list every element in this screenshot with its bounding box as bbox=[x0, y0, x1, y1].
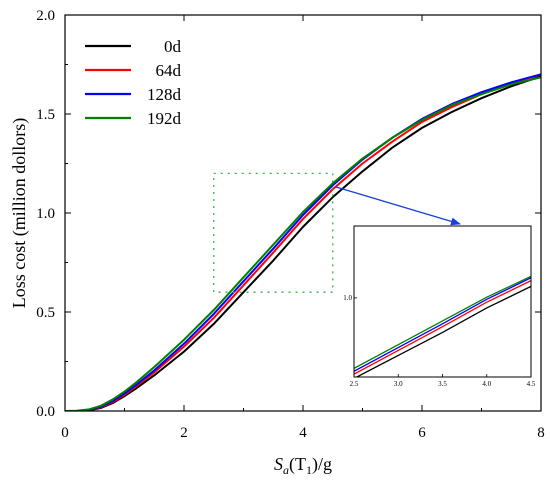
main-plot-lines bbox=[65, 73, 541, 411]
legend-label-128d: 128d bbox=[147, 85, 182, 104]
y-tick-label: 2.0 bbox=[36, 8, 55, 24]
inset-x-tick-label: 3.5 bbox=[438, 380, 447, 388]
inset-series-line-64d bbox=[354, 279, 531, 375]
inset-y-tick-label: 1.0 bbox=[343, 294, 352, 302]
inset-series-line-192d bbox=[354, 275, 531, 370]
inset-x-tick-label: 4.0 bbox=[482, 380, 491, 388]
y-tick-label: 1.5 bbox=[36, 107, 55, 123]
x-tick-label: 6 bbox=[418, 425, 426, 441]
zoom-callout-arrow bbox=[335, 186, 461, 226]
x-tick-label: 2 bbox=[180, 425, 188, 441]
inset-x-tick-label: 4.5 bbox=[527, 380, 536, 388]
legend: 0d 64d 128d 192d bbox=[85, 37, 182, 128]
legend-label-64d: 64d bbox=[156, 61, 182, 80]
y-tick-label: 0.5 bbox=[36, 305, 55, 321]
zoom-region-box bbox=[213, 172, 334, 293]
x-axis-title: Sa(T1)/g bbox=[274, 454, 332, 477]
x-tick-label: 4 bbox=[299, 425, 307, 441]
y-tick-label: 1.0 bbox=[36, 206, 55, 222]
x-tick-label: 8 bbox=[537, 425, 545, 441]
legend-label-0d: 0d bbox=[164, 37, 182, 56]
inset-axis-ticks: 2.5 3.0 3.5 4.0 4.5 1.0 bbox=[343, 294, 536, 388]
series-line-192d bbox=[65, 76, 541, 411]
inset-x-tick-label: 2.5 bbox=[350, 380, 359, 388]
inset-series-line-128d bbox=[354, 277, 531, 372]
inset-x-tick-label: 3.0 bbox=[394, 380, 403, 388]
y-tick-label: 0.0 bbox=[36, 404, 55, 420]
inset-plot-lines bbox=[354, 275, 531, 377]
y-axis-title: Loss cost (million dollors) bbox=[9, 118, 30, 309]
inset-series-line-0d bbox=[355, 285, 531, 377]
x-tick-label: 0 bbox=[61, 425, 69, 441]
legend-label-192d: 192d bbox=[147, 109, 182, 128]
main-axis-ticks: 0 2 4 6 8 0.0 0.5 1.0 1.5 2.0 bbox=[36, 8, 545, 441]
